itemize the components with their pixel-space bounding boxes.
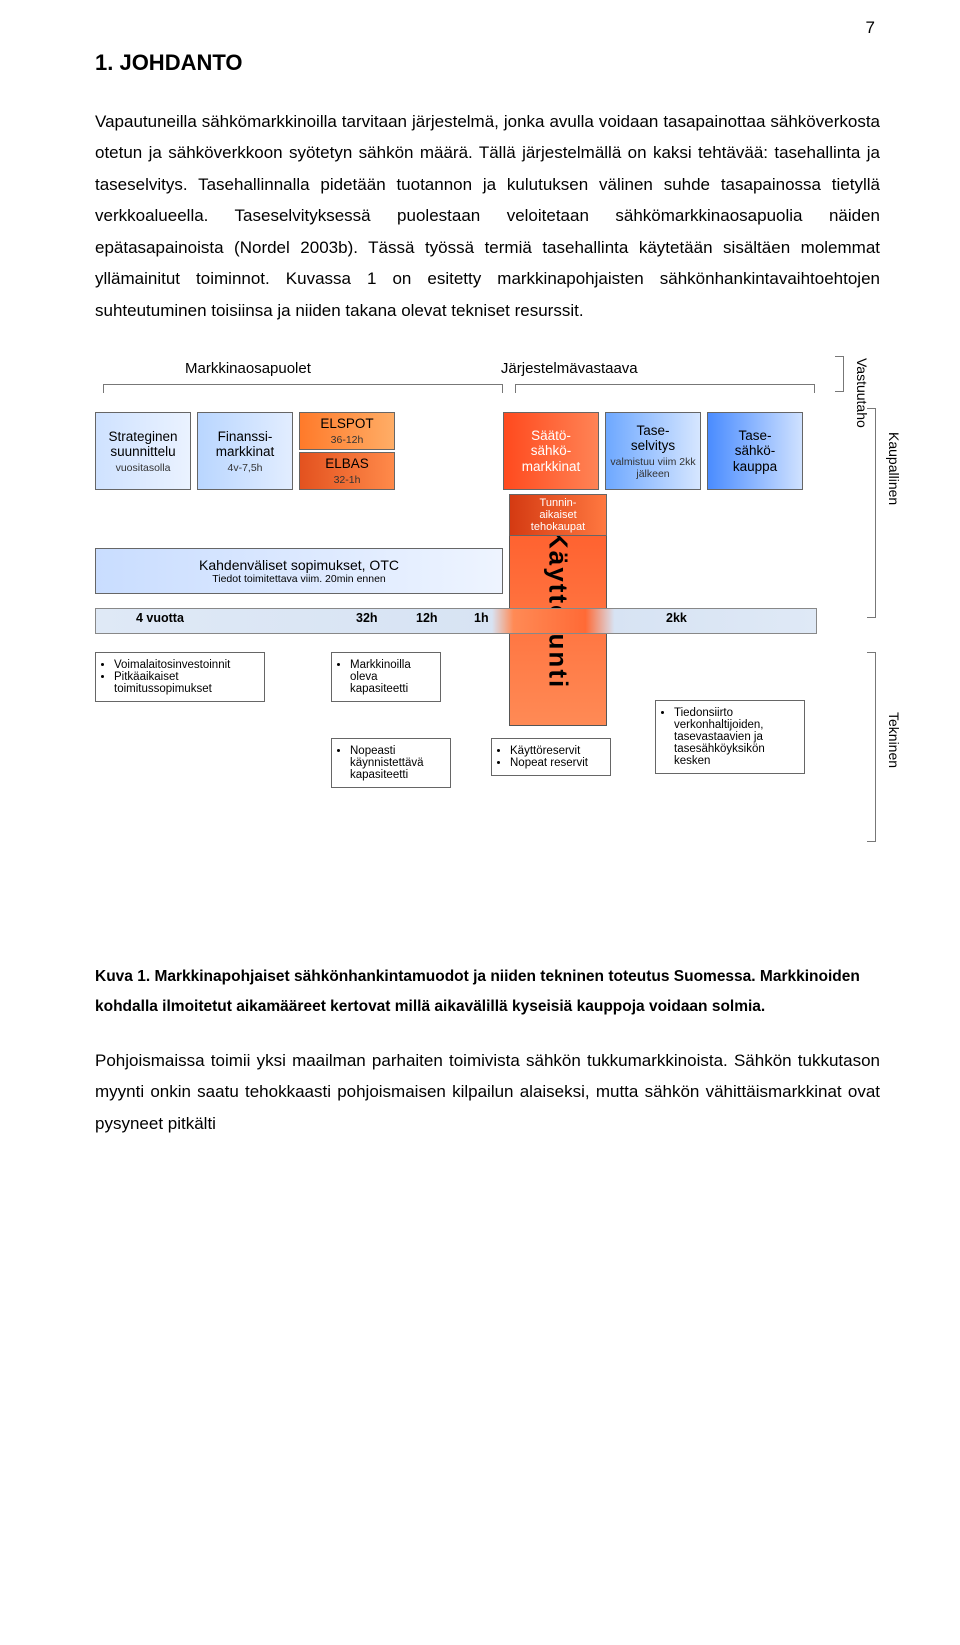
box-tunnin-label: Tunnin- aikaiset tehokaupat [531, 497, 585, 533]
label-jarjestelmavastaava: Järjestelmävastaava [501, 360, 638, 377]
tick-2kk: 2kk [666, 611, 687, 625]
tech-box-e: Tiedonsiirto verkonhaltijoiden, tasevast… [655, 700, 805, 774]
box-elbas-title: ELBAS [302, 456, 392, 472]
tick-4v: 4 vuotta [136, 611, 184, 625]
tick-32h: 32h [356, 611, 378, 625]
figure-caption: Kuva 1. Markkinapohjaiset sähkönhankinta… [95, 962, 880, 1021]
tech-d-0: Käyttöreservit [510, 745, 604, 757]
box-strateginen: Strateginen suunnittelu vuositasolla [95, 412, 191, 490]
tick-1h: 1h [474, 611, 489, 625]
tech-box-d: Käyttöreservit Nopeat reservit [491, 738, 611, 776]
box-saato: Säätö- sähkö- markkinat [503, 412, 599, 490]
box-finanssi-title: Finanssi- markkinat [200, 429, 290, 460]
box-strateginen-title: Strateginen suunnittelu [98, 429, 188, 460]
box-taseselvitys-sub: valmistuu viim 2kk jälkeen [608, 456, 698, 480]
box-taseselvitys: Tase- selvitys valmistuu viim 2kk jälkee… [605, 412, 701, 490]
heading-johdanto: 1. JOHDANTO [95, 50, 880, 76]
label-tekninen: Tekninen [886, 712, 902, 768]
box-finanssi: Finanssi- markkinat 4v-7,5h [197, 412, 293, 490]
brace-right [515, 384, 815, 395]
label-kaupallinen: Kaupallinen [886, 432, 902, 505]
col-elspot-elbas: ELSPOT 36-12h ELBAS 32-1h [299, 412, 395, 490]
paragraph-1: Vapautuneilla sähkömarkkinoilla tarvitaa… [95, 106, 880, 326]
page: 7 1. JOHDANTO Vapautuneilla sähkömarkkin… [0, 0, 960, 1205]
tech-a-0: Voimalaitosinvestoinnit [114, 659, 258, 671]
box-tasesahko: Tase- sähkö- kauppa [707, 412, 803, 490]
figure-1: Markkinaosapuolet Järjestelmävastaava Va… [95, 352, 880, 932]
label-markkinaosapuolet: Markkinaosapuolet [185, 360, 311, 377]
tech-e-0: Tiedonsiirto verkonhaltijoiden, tasevast… [674, 707, 798, 767]
box-otc-sub: Tiedot toimitettava viim. 20min ennen [96, 573, 502, 585]
figure-top-labels: Markkinaosapuolet Järjestelmävastaava [95, 360, 855, 377]
commercial-row: Strateginen suunnittelu vuositasolla Fin… [95, 412, 803, 490]
box-tasesahko-title: Tase- sähkö- kauppa [710, 428, 800, 475]
page-number: 7 [866, 18, 875, 38]
brace-left [103, 384, 503, 395]
tech-box-b: Markkinoilla oleva kapasiteetti [331, 652, 441, 702]
box-elspot-title: ELSPOT [302, 416, 392, 432]
tick-12h: 12h [416, 611, 438, 625]
side-brace-kaup [867, 408, 876, 618]
box-elspot-sub: 36-12h [302, 434, 392, 446]
paragraph-2: Pohjoismaissa toimii yksi maailman parha… [95, 1045, 880, 1139]
tech-box-c: Nopeasti käynnistettävä kapasiteetti [331, 738, 451, 788]
side-brace-top [835, 356, 844, 392]
tech-d-1: Nopeat reservit [510, 757, 604, 769]
box-strateginen-sub: vuositasolla [98, 462, 188, 474]
box-otc: Kahdenväliset sopimukset, OTC Tiedot toi… [95, 548, 503, 594]
tech-c-0: Nopeasti käynnistettävä kapasiteetti [350, 745, 444, 781]
tech-a-1: Pitkäaikaiset toimitussopimukset [114, 671, 258, 695]
timeline: 4 vuotta 32h 12h 1h 2kk [95, 608, 817, 634]
box-finanssi-sub: 4v-7,5h [200, 462, 290, 474]
box-taseselvitys-title: Tase- selvitys [608, 423, 698, 454]
box-tunnin: Tunnin- aikaiset tehokaupat [509, 494, 607, 536]
tech-box-a: Voimalaitosinvestoinnit Pitkäaikaiset to… [95, 652, 265, 702]
box-elbas-sub: 32-1h [302, 474, 392, 486]
box-elspot: ELSPOT 36-12h [299, 412, 395, 450]
box-elbas: ELBAS 32-1h [299, 452, 395, 490]
box-otc-title: Kahdenväliset sopimukset, OTC [96, 557, 502, 573]
box-saato-title: Säätö- sähkö- markkinat [506, 428, 596, 475]
side-brace-tek [867, 652, 876, 842]
tech-b-0: Markkinoilla oleva kapasiteetti [350, 659, 434, 695]
